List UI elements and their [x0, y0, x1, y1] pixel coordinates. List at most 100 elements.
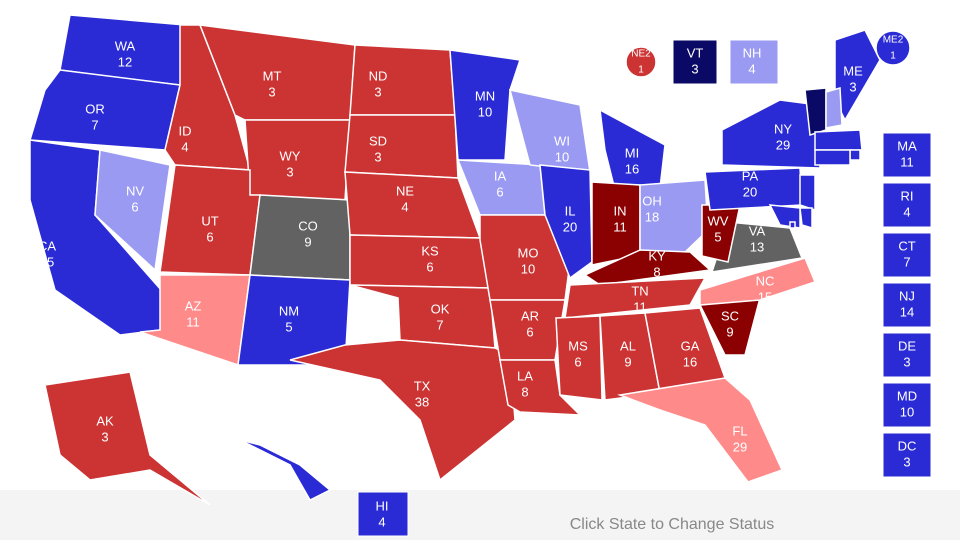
state-shape[interactable] — [249, 194, 351, 281]
state-votes: 7 — [436, 317, 443, 332]
state-votes: 11 — [613, 219, 627, 234]
state-votes: 9 — [624, 354, 631, 369]
state-shape[interactable] — [721, 99, 821, 169]
state-abbr: NM — [279, 303, 299, 318]
state-abbr: HI — [376, 498, 389, 513]
state-abbr: CO — [298, 218, 318, 233]
state-votes: 6 — [426, 259, 433, 274]
state-abbr: MT — [263, 68, 282, 83]
state-shape[interactable] — [789, 221, 796, 229]
state-shape[interactable] — [639, 179, 709, 256]
state-abbr: UT — [201, 213, 218, 228]
state-shape[interactable] — [349, 284, 496, 349]
state-shape[interactable] — [814, 149, 851, 166]
state-shape[interactable] — [499, 359, 582, 416]
state-votes: 15 — [758, 289, 772, 304]
state-abbr: NY — [774, 121, 792, 136]
district-circle[interactable] — [625, 46, 657, 78]
state-abbr: AR — [521, 308, 539, 323]
state-abbr: DE — [898, 338, 916, 353]
state-votes: 4 — [903, 204, 910, 219]
state-shape[interactable] — [799, 207, 813, 230]
state-shape[interactable] — [239, 439, 332, 501]
state-shape[interactable] — [344, 114, 459, 179]
state-abbr: AZ — [185, 298, 202, 313]
state-abbr: MI — [625, 145, 639, 160]
state-shape[interactable] — [699, 257, 817, 306]
state-shape[interactable] — [29, 69, 181, 151]
state-abbr: MN — [475, 88, 495, 103]
district-circle[interactable] — [875, 30, 911, 66]
state-abbr: ND — [369, 68, 388, 83]
state-votes: 38 — [415, 394, 429, 409]
state-abbr: IL — [565, 203, 576, 218]
state-votes: 6 — [131, 199, 138, 214]
state-abbr: ID — [179, 123, 192, 138]
state-votes: 1 — [638, 65, 644, 76]
state-votes: 3 — [101, 429, 108, 444]
state-abbr: LA — [517, 368, 533, 383]
state-abbr: VT — [687, 45, 704, 60]
state-shape[interactable] — [349, 234, 491, 289]
state-votes: 9 — [726, 324, 733, 339]
state-box[interactable] — [882, 382, 932, 428]
state-abbr: PA — [742, 168, 759, 183]
state-abbr: ME2 — [883, 35, 904, 46]
state-box[interactable] — [882, 282, 932, 328]
state-shape[interactable] — [799, 174, 816, 212]
state-votes: 10 — [900, 404, 914, 419]
state-abbr: NC — [756, 273, 775, 288]
state-abbr: MD — [897, 388, 917, 403]
state-votes: 11 — [900, 154, 914, 169]
state-abbr: GA — [681, 338, 700, 353]
state-shape[interactable] — [564, 277, 707, 319]
state-shape[interactable] — [849, 149, 861, 161]
state-box[interactable] — [672, 39, 718, 85]
state-votes: 4 — [181, 139, 188, 154]
state-votes: 4 — [401, 199, 408, 214]
state-shape[interactable] — [825, 87, 843, 129]
state-abbr: FL — [732, 423, 747, 438]
state-shape[interactable] — [617, 377, 784, 483]
state-abbr: NE — [396, 183, 414, 198]
state-shape[interactable] — [139, 274, 251, 367]
state-votes: 1 — [890, 51, 896, 62]
state-box[interactable] — [882, 432, 932, 478]
state-votes: 55 — [40, 254, 54, 269]
state-abbr: NJ — [899, 288, 915, 303]
state-shape[interactable] — [555, 315, 603, 401]
state-box[interactable] — [882, 182, 932, 228]
state-shape[interactable] — [814, 129, 863, 151]
state-votes: 6 — [574, 354, 581, 369]
state-shape[interactable] — [289, 339, 516, 482]
state-box[interactable] — [882, 232, 932, 278]
state-votes: 5 — [285, 319, 292, 334]
state-shape[interactable] — [804, 87, 827, 136]
state-shape[interactable] — [344, 171, 482, 239]
state-abbr: CT — [898, 238, 915, 253]
state-abbr: TX — [414, 378, 431, 393]
state-votes: 11 — [633, 299, 647, 314]
state-shape[interactable] — [44, 371, 211, 506]
state-votes: 5 — [714, 229, 721, 244]
state-shape[interactable] — [449, 49, 521, 161]
state-shape[interactable] — [539, 164, 593, 280]
state-abbr: KY — [648, 248, 666, 263]
state-abbr: MO — [518, 245, 539, 260]
state-abbr: MS — [568, 338, 588, 353]
state-shape[interactable] — [94, 149, 171, 272]
state-shape[interactable] — [349, 44, 456, 116]
state-box[interactable] — [357, 491, 409, 537]
state-votes: 6 — [206, 229, 213, 244]
state-box[interactable] — [882, 132, 932, 178]
state-votes: 9 — [304, 234, 311, 249]
state-votes: 11 — [186, 314, 200, 329]
state-box[interactable] — [882, 332, 932, 378]
state-abbr: MA — [897, 138, 917, 153]
state-abbr: IN — [614, 203, 627, 218]
state-abbr: AK — [96, 413, 114, 428]
state-abbr: NH — [743, 45, 762, 60]
state-shape[interactable] — [508, 89, 591, 173]
state-votes: 3 — [374, 84, 381, 99]
state-box[interactable] — [729, 39, 779, 85]
